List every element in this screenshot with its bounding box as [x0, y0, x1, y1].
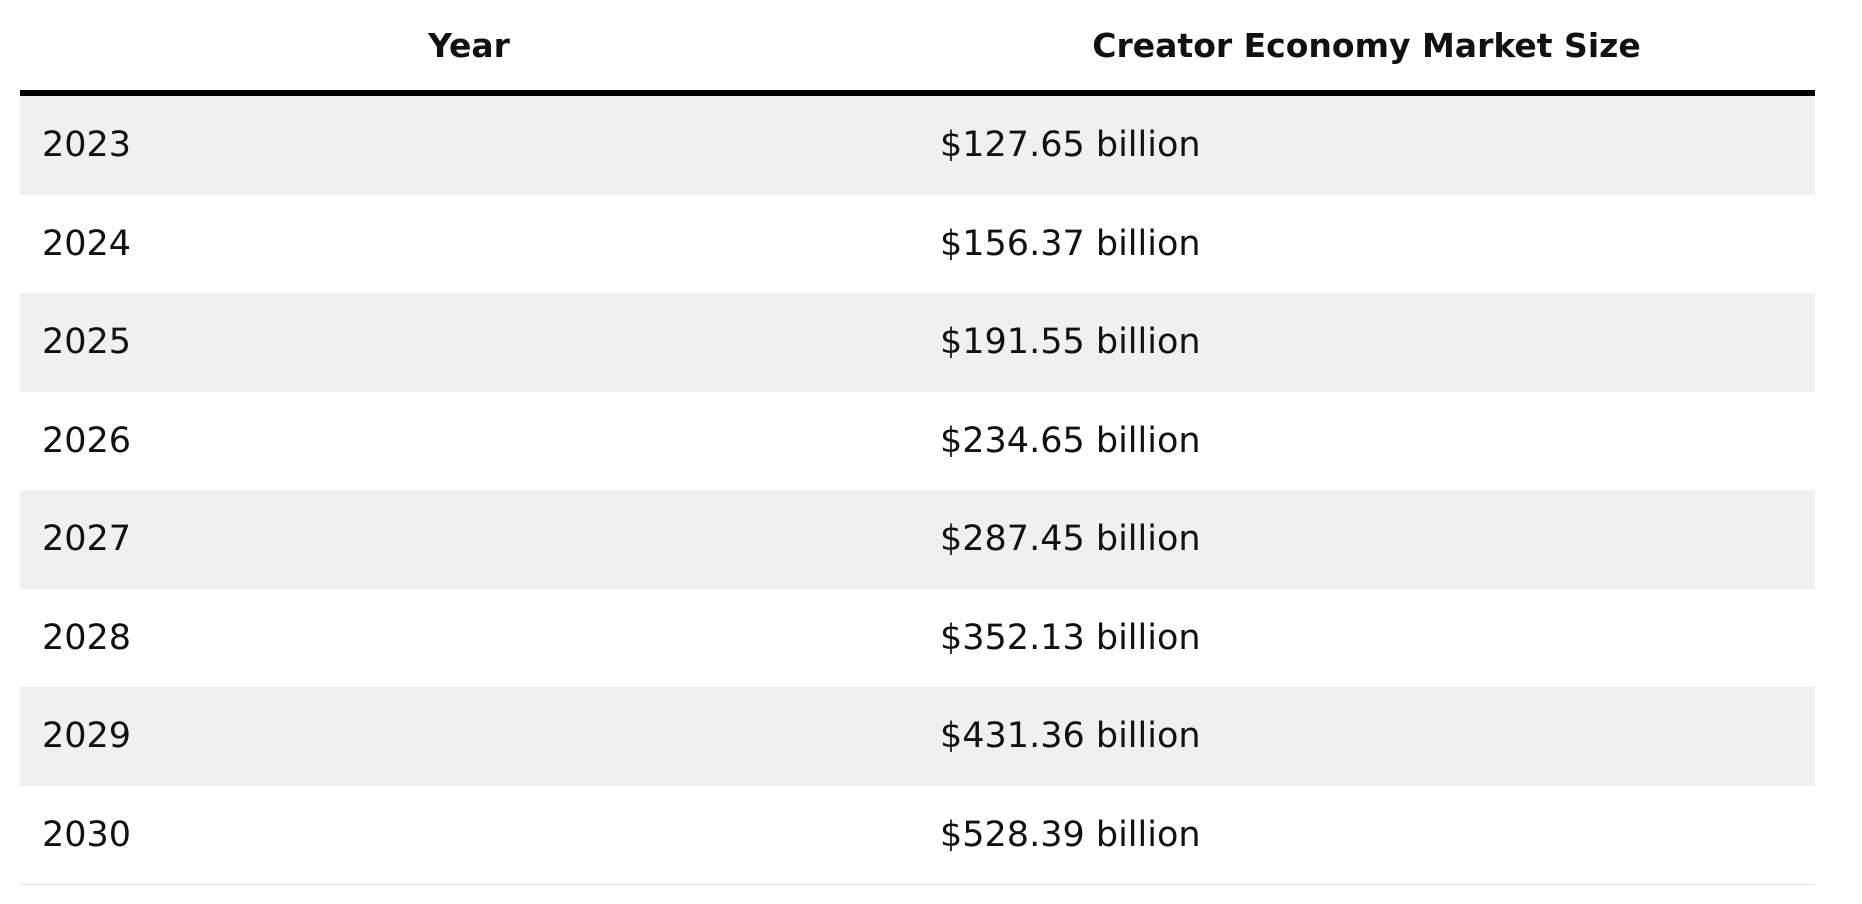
- table-header: Year Creator Economy Market Size: [20, 0, 1815, 96]
- table-row: 2024 $156.37 billion: [20, 195, 1815, 294]
- market-size-cell: $528.39 billion: [918, 785, 1815, 885]
- market-size-cell: $431.36 billion: [918, 687, 1815, 786]
- year-cell: 2024: [42, 223, 132, 264]
- year-cell: 2028: [42, 617, 132, 658]
- year-cell: 2023: [20, 93, 918, 195]
- table-row: 2028 $352.13 billion: [20, 589, 1815, 688]
- table-row: 2029 $431.36 billion: [20, 687, 1815, 786]
- table-row: 2030 $528.39 billion: [20, 785, 1815, 885]
- table-row: 2025 $191.55 billion: [20, 293, 1815, 392]
- market-size-cell: $127.65 billion: [918, 93, 1815, 195]
- market-size-cell: $352.13 billion: [940, 617, 1201, 658]
- year-cell: 2026: [42, 420, 132, 461]
- data-table: Year Creator Economy Market Size 2023 $12…: [20, 0, 1815, 885]
- table-row: 2027 $287.45 billion: [20, 490, 1815, 589]
- column-header: Year: [20, 0, 918, 96]
- header-row: Year Creator Economy Market Size: [20, 0, 1815, 96]
- market-size-cell: $191.55 billion: [918, 293, 1815, 392]
- table-body: 2023 $127.65 billion 2024 $156.37 billion 20…: [20, 93, 1815, 885]
- table-row: 2023 $127.65 billion: [20, 93, 1815, 195]
- column-header: Creator Economy Market Size: [918, 0, 1815, 96]
- year-cell: 2029: [20, 687, 918, 786]
- market-size-cell: $234.65 billion: [940, 420, 1201, 461]
- market-size-cell: $287.45 billion: [918, 490, 1815, 589]
- year-cell: 2025: [20, 293, 918, 392]
- table-row: 2026 $234.65 billion: [20, 392, 1815, 491]
- year-cell: 2027: [20, 490, 918, 589]
- year-cell: 2030: [20, 785, 918, 885]
- market-size-cell: $156.37 billion: [940, 223, 1201, 264]
